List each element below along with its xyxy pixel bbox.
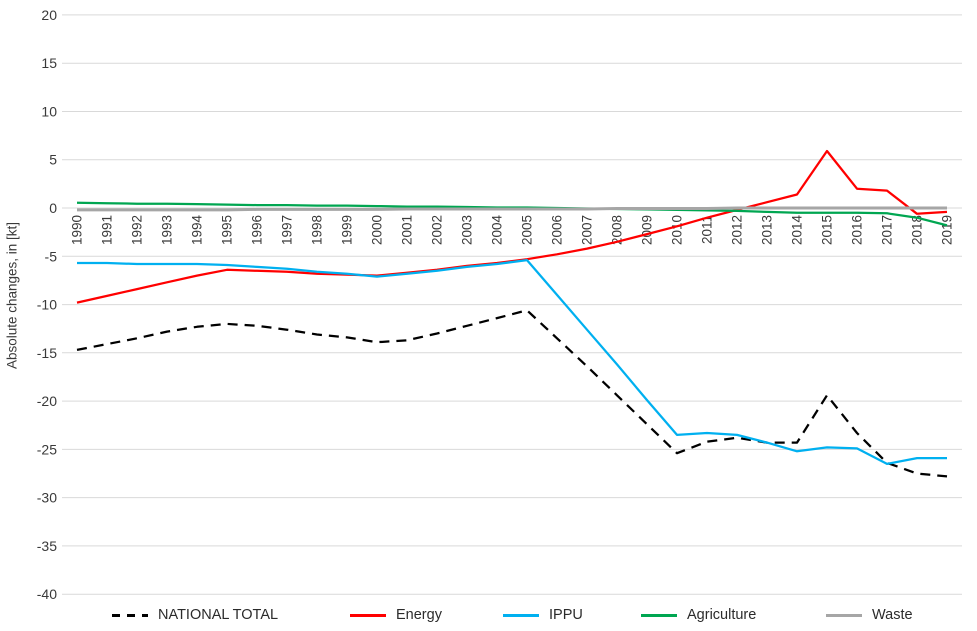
legend: NATIONAL TOTAL Energy IPPU Agriculture W…: [0, 604, 977, 628]
x-tick-label: 1998: [310, 215, 325, 245]
x-tick-label: 2014: [790, 215, 805, 246]
agriculture-line: [76, 201, 948, 227]
energy-line-marker: [350, 613, 386, 617]
national-total-line-marker: [112, 613, 148, 617]
x-tick-label: 1994: [190, 215, 205, 246]
y-tick-label: -40: [37, 586, 57, 602]
legend-item-ippu: IPPU: [503, 604, 583, 626]
y-tick-label: 0: [49, 200, 57, 216]
x-tick-label: 2016: [850, 215, 865, 245]
gridlines: [62, 14, 962, 595]
y-tick-label: 20: [41, 7, 57, 23]
x-tick-label: 2012: [730, 215, 745, 245]
national-total-line: [76, 309, 948, 478]
x-tick-label: 1991: [100, 215, 115, 245]
x-tick-label: 2018: [910, 215, 925, 245]
x-tick-label: 2017: [880, 215, 895, 245]
waste-line-marker: [826, 613, 862, 617]
x-tick-label: 2009: [640, 215, 655, 245]
x-tick-label: 2010: [670, 215, 685, 245]
x-tick-label: 1999: [340, 215, 355, 245]
x-tick-label: 1993: [160, 215, 175, 245]
y-tick-label: 15: [41, 55, 57, 71]
legend-item-energy: Energy: [350, 604, 442, 626]
x-tick-label: 2003: [460, 215, 475, 245]
legend-label-waste: Waste: [872, 607, 913, 623]
legend-item-agriculture: Agriculture: [641, 604, 756, 626]
legend-label-agriculture: Agriculture: [687, 607, 757, 623]
x-tick-label: 2006: [550, 215, 565, 245]
x-tick-label: 2004: [490, 215, 505, 246]
x-tick-label: 2002: [430, 215, 445, 245]
y-tick-label: 10: [41, 104, 57, 120]
agriculture-line-marker: [641, 613, 677, 617]
x-tick-label: 2011: [700, 215, 715, 244]
y-axis-tick-labels: 20 15 10 5 0 -5 -10 -15 -20 -25 -30 -35 -40: [37, 7, 57, 602]
x-tick-label: 2015: [820, 215, 835, 245]
x-tick-label: 1992: [130, 215, 145, 245]
x-tick-label: 2005: [520, 215, 535, 245]
legend-label-national-total: NATIONAL TOTAL: [158, 607, 279, 623]
y-tick-label: -5: [45, 248, 58, 264]
x-tick-label: 2001: [400, 215, 415, 245]
legend-label-energy: Energy: [396, 607, 442, 623]
y-axis-title: Absolute changes, in [kt]: [4, 221, 20, 370]
ippu-line-marker: [503, 613, 539, 617]
y-tick-label: -15: [37, 345, 57, 361]
waste-line: [77, 206, 947, 212]
x-tick-label: 1990: [70, 215, 85, 245]
x-tick-label: 1995: [220, 215, 235, 245]
y-tick-label: -20: [37, 393, 57, 409]
x-tick-label: 2019: [940, 215, 955, 245]
x-tick-label: 1997: [280, 215, 295, 245]
y-tick-label: 5: [49, 152, 57, 168]
y-tick-label: -30: [37, 490, 57, 506]
x-tick-label: 2007: [580, 215, 595, 245]
ippu-line: [77, 258, 947, 466]
energy-line: [76, 149, 948, 304]
legend-item-national-total: NATIONAL TOTAL: [112, 604, 278, 626]
x-tick-label: 1996: [250, 215, 265, 245]
series-lines: [76, 149, 948, 478]
x-tick-label: 2000: [370, 215, 385, 245]
legend-label-ippu: IPPU: [549, 607, 583, 623]
y-tick-label: -35: [37, 538, 57, 554]
x-tick-label: 2008: [610, 215, 625, 245]
y-tick-label: -10: [37, 297, 57, 313]
x-axis-tick-labels: 1990 1991 1992 1993 1994 1995 1996 1997 1998 1999…: [70, 215, 955, 246]
legend-item-waste: Waste: [826, 604, 913, 626]
y-tick-label: -25: [37, 441, 57, 457]
x-tick-label: 2013: [760, 215, 775, 245]
